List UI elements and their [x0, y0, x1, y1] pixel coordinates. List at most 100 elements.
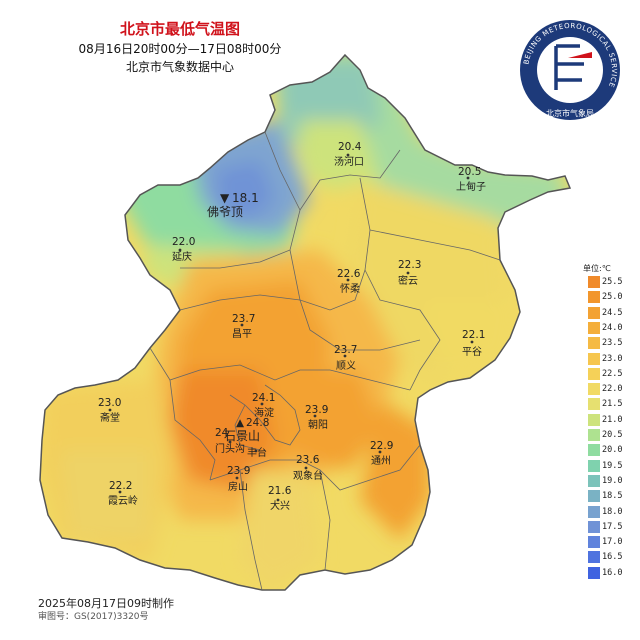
legend-label: 24.5: [602, 307, 623, 318]
legend-item: 23.5: [588, 337, 640, 350]
svg-text:霞云岭: 霞云岭: [108, 494, 138, 507]
legend-item: 17.5: [588, 520, 640, 533]
legend-label: 21.0: [602, 414, 623, 425]
legend-item: 24.0: [588, 321, 640, 334]
svg-text:24: 24: [215, 427, 229, 439]
legend-item: 25.5: [588, 276, 640, 288]
legend-item: 22.0: [588, 383, 640, 396]
legend-swatch: [588, 505, 600, 518]
svg-text:23.7: 23.7: [334, 344, 357, 356]
svg-text:22.9: 22.9: [370, 440, 393, 452]
station-延庆: 22.0 延庆: [172, 236, 195, 263]
svg-text:延庆: 延庆: [172, 250, 192, 263]
svg-text:23.6: 23.6: [296, 454, 320, 466]
legend-swatch: [588, 444, 600, 457]
svg-text:22.1: 22.1: [462, 329, 485, 341]
svg-text:海淀: 海淀: [254, 406, 274, 419]
station-昌平: 23.7 昌平: [232, 313, 255, 340]
legend-label: 17.5: [602, 521, 623, 532]
legend-item: 25.0: [588, 291, 640, 304]
legend-swatch: [588, 490, 600, 503]
legend-item: 20.5: [588, 429, 640, 441]
legend-label: 25.5: [602, 277, 623, 287]
station-门头沟: 24 门头沟: [215, 427, 245, 455]
legend-label: 19.0: [602, 475, 623, 486]
legend-item: 23.0: [588, 352, 640, 365]
legend-item: 22.5: [588, 367, 640, 380]
legend-unit: 单位:℃: [583, 264, 611, 273]
svg-text:22.3: 22.3: [398, 259, 421, 271]
legend-label: 22.0: [602, 384, 623, 395]
svg-text:昌平: 昌平: [232, 328, 252, 340]
legend-label: 22.5: [602, 368, 623, 379]
legend-label: 20.5: [602, 430, 623, 440]
legend-item: 19.5: [588, 459, 640, 472]
station-汤河口: 20.4 汤河口: [334, 141, 364, 168]
legend-label: 25.0: [602, 292, 623, 303]
legend-item: 18.0: [588, 505, 640, 518]
legend-swatch: [588, 321, 600, 334]
legend-swatch: [588, 352, 600, 365]
map-approval-number: 审图号：GS(2017)3320号: [38, 612, 149, 622]
svg-text:怀柔: 怀柔: [340, 283, 360, 295]
legend-label: 18.0: [602, 506, 623, 517]
legend-swatch: [588, 474, 600, 487]
svg-text:观象台: 观象台: [293, 469, 323, 482]
svg-text:汤河口: 汤河口: [334, 155, 364, 168]
legend-swatch: [588, 536, 600, 549]
legend-label: 16.5: [602, 552, 623, 563]
station-朝阳: 23.9 朝阳: [305, 404, 328, 431]
station-上甸子: 20.5 上甸子: [456, 166, 486, 193]
svg-text:24.8: 24.8: [246, 417, 269, 429]
legend-item: 16.5: [588, 551, 640, 564]
svg-text:21.6: 21.6: [268, 485, 292, 497]
map-issuer: 北京市气象数据中心: [125, 60, 234, 74]
svg-text:23.7: 23.7: [232, 313, 255, 325]
svg-text:22.6: 22.6: [337, 268, 361, 280]
svg-text:石景山: 石景山: [224, 429, 260, 443]
station-丰台: 丰台: [247, 446, 267, 459]
legend-label: 24.0: [602, 322, 623, 333]
station-房山: 23.9 房山: [227, 465, 250, 493]
svg-text:▼: ▼: [220, 191, 230, 205]
svg-text:20.4: 20.4: [338, 141, 362, 153]
svg-text:上甸子: 上甸子: [456, 180, 486, 193]
svg-text:22.0: 22.0: [172, 236, 195, 248]
legend-swatch: [588, 367, 600, 380]
legend-item: 19.0: [588, 474, 640, 487]
legend-item: 20.0: [588, 444, 640, 457]
svg-text:24.1: 24.1: [252, 392, 275, 404]
legend-item: 21.5: [588, 398, 640, 411]
made-time: 2025年08月17日09时制作: [38, 597, 174, 610]
svg-text:23.9: 23.9: [227, 465, 250, 477]
legend-swatch: [588, 398, 600, 411]
svg-text:23.9: 23.9: [305, 404, 328, 416]
svg-text:▲: ▲: [236, 417, 245, 429]
legend-swatch: [588, 429, 600, 441]
bms-logo: BEIJING METEOROLOGICAL SERVICE 北京市气象局: [520, 20, 620, 120]
legend-swatch: [588, 413, 600, 426]
legend-label: 23.5: [602, 338, 623, 349]
svg-text:22.2: 22.2: [109, 480, 132, 492]
station-平谷: 22.1 平谷: [462, 329, 485, 358]
legend-label: 17.0: [602, 537, 623, 548]
svg-text:密云: 密云: [398, 274, 418, 287]
svg-text:佛爷顶: 佛爷顶: [207, 205, 243, 219]
svg-text:朝阳: 朝阳: [308, 419, 328, 431]
legend-swatch: [588, 276, 600, 288]
station-顺义: 23.7 顺义: [334, 344, 357, 372]
legend-label: 21.5: [602, 399, 623, 410]
legend-label: 19.5: [602, 460, 623, 471]
legend-item: 21.0: [588, 413, 640, 426]
legend-swatch: [588, 520, 600, 533]
svg-text:23.0: 23.0: [98, 397, 121, 409]
station-通州: 22.9 通州: [370, 440, 393, 467]
svg-text:18.1: 18.1: [232, 191, 259, 205]
district-boundaries: [149, 131, 501, 591]
legend-label: 20.0: [602, 445, 623, 456]
station-佛爷顶: ▼ 18.1 佛爷顶: [207, 191, 259, 219]
svg-text:北京市气象局: 北京市气象局: [546, 108, 594, 118]
station-观象台: 23.6 观象台: [293, 454, 323, 482]
legend-label: 23.0: [602, 353, 623, 364]
legend-item: 24.5: [588, 306, 640, 319]
